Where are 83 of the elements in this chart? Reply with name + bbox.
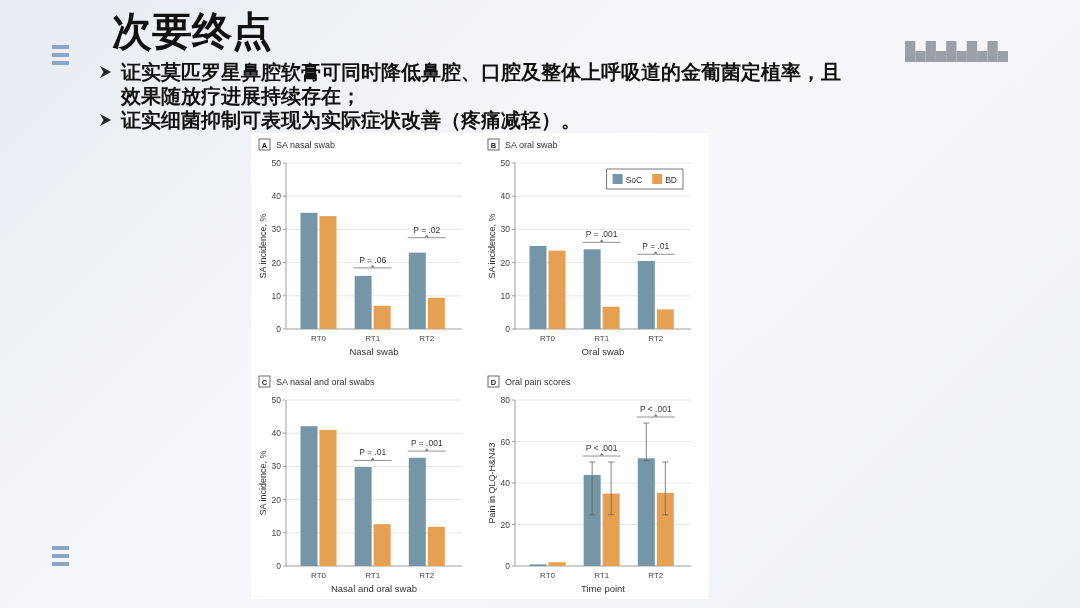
y-axis-title: SA incidence, %: [258, 213, 268, 279]
x-tick-label: RT0: [311, 334, 327, 343]
y-tick-label: 20: [500, 519, 511, 530]
y-tick-label: 10: [271, 290, 282, 301]
bar: [583, 474, 601, 566]
x-axis-title: Oral swab: [581, 346, 625, 357]
text: 证实细菌抑制可表现为实际症状改善（疼痛减轻）。: [121, 108, 582, 132]
annotation: P = .06: [359, 254, 387, 265]
bar: [408, 457, 426, 566]
y-tick-label: 30: [500, 224, 511, 235]
y-tick-label: 40: [271, 191, 282, 202]
x-tick-label: RT1: [365, 571, 381, 580]
annotation: P = .001: [585, 229, 618, 240]
y-tick-label: 80: [500, 395, 511, 405]
legend-label: SoC: [625, 174, 643, 185]
x-tick-label: RT1: [594, 334, 610, 343]
bar: [583, 249, 601, 329]
x-axis-title: Nasal swab: [349, 346, 399, 357]
annotation: P < .001: [639, 404, 672, 415]
x-tick-label: RT2: [419, 334, 435, 343]
y-axis-title: SA incidence, %: [258, 450, 268, 516]
y-tick-label: 50: [500, 158, 511, 168]
y-tick-label: 10: [500, 290, 511, 301]
chart-title: SA nasal and oral swabs: [276, 377, 376, 387]
y-tick-label: 60: [500, 436, 511, 447]
x-tick-label: RT2: [648, 571, 664, 580]
y-tick-label: 0: [505, 324, 511, 334]
y-tick-label: 40: [500, 191, 511, 202]
bar: [602, 306, 620, 329]
x-tick-label: RT2: [648, 334, 664, 343]
bar: [656, 309, 674, 329]
bar: [656, 492, 674, 566]
bar: [427, 297, 445, 329]
x-tick-label: RT0: [540, 334, 556, 343]
y-tick-label: 50: [271, 395, 282, 405]
annotation: P = .001: [410, 438, 443, 449]
bar: [373, 524, 391, 566]
y-tick-label: 10: [271, 527, 282, 538]
x-tick-label: RT0: [311, 571, 327, 580]
bar: [529, 246, 547, 329]
bar: [637, 260, 655, 329]
y-axis-title: SA incidence, %: [487, 213, 497, 279]
bar: [319, 216, 337, 329]
bar: [548, 562, 566, 566]
bar: [373, 305, 391, 329]
x-tick-label: RT1: [594, 571, 610, 580]
bar: [300, 212, 318, 329]
chart-title: SA oral swab: [505, 140, 558, 150]
annotation: P = .02: [413, 224, 441, 235]
x-tick-label: RT2: [419, 571, 435, 580]
legend-label: BD: [665, 174, 677, 185]
bar: [637, 458, 655, 566]
y-tick-label: 0: [276, 324, 282, 334]
y-tick-label: 0: [276, 561, 282, 571]
annotation: P = .01: [359, 447, 387, 458]
y-tick-label: 30: [271, 224, 282, 235]
bar: [548, 250, 566, 329]
annotation: P < .001: [585, 443, 618, 454]
x-axis-title: Nasal and oral swab: [330, 583, 418, 594]
x-tick-label: RT1: [365, 334, 381, 343]
bar: [354, 275, 372, 329]
bar: [354, 467, 372, 566]
bar: [300, 426, 318, 566]
text: 次要终点: [112, 8, 272, 55]
bar: [602, 493, 620, 566]
y-tick-label: 20: [271, 494, 282, 505]
y-tick-label: 0: [505, 561, 511, 571]
text: 证实莫匹罗星鼻腔软膏可同时降低鼻腔、口腔及整体上呼吸道的金葡菌定植率，且效果随放疗进展持续存在；: [121, 60, 842, 108]
y-tick-label: 20: [500, 257, 511, 268]
chart-title: SA nasal swab: [276, 140, 336, 150]
bar: [427, 526, 445, 566]
chart-title: Oral pain scores: [505, 377, 572, 387]
y-tick-label: 50: [271, 158, 282, 168]
y-tick-label: 20: [271, 257, 282, 268]
y-tick-label: 40: [271, 428, 282, 439]
x-axis-title: Time point: [581, 583, 626, 594]
y-tick-label: 30: [271, 461, 282, 472]
annotation: P = .01: [642, 241, 670, 252]
x-tick-label: RT0: [540, 571, 556, 580]
y-tick-label: 40: [500, 478, 511, 488]
bar: [319, 429, 337, 566]
bar: [408, 252, 426, 329]
y-axis-title: Pain in QLQ-H&N43: [487, 442, 497, 524]
